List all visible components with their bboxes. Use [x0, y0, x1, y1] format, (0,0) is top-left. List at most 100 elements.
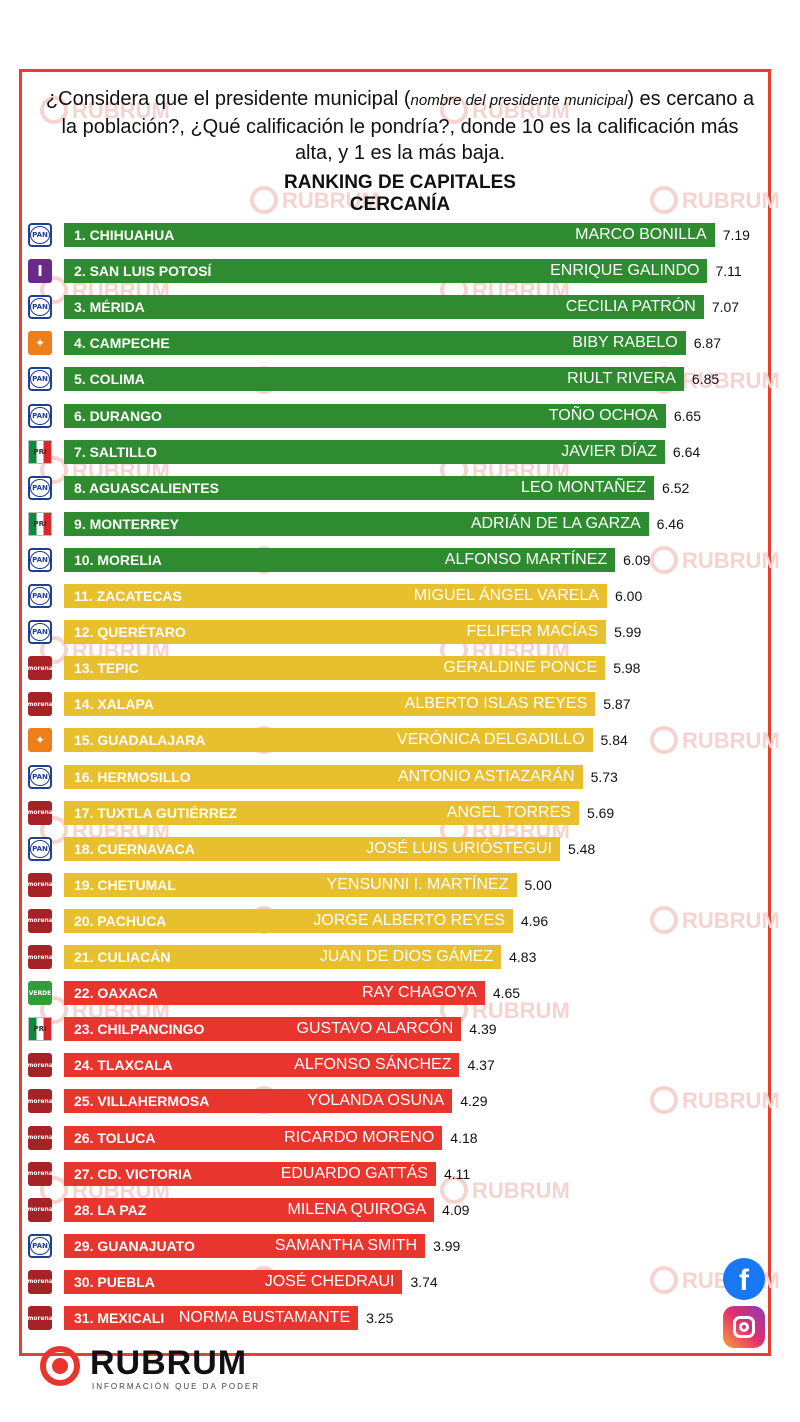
mayor-label: YOLANDA OSUNA	[307, 1092, 445, 1110]
question-text-2: ) es cercano a la población?, ¿Qué calif…	[61, 88, 755, 164]
bar-row: morena 13. TEPIC GERALDINE PONCE 5.98	[0, 652, 800, 684]
value-label: 3.25	[366, 1310, 394, 1326]
mayor-label: TOÑO OCHOA	[548, 406, 658, 424]
bar-row: PAN 16. HERMOSILLO ANTONIO ASTIAZARÁN 5.73	[0, 761, 800, 793]
brand-dot	[52, 1358, 68, 1374]
value-label: 4.09	[442, 1201, 470, 1218]
mayor-label: YENSUNNI I. MARTÍNEZ	[326, 875, 509, 893]
bar-row: PAN 6. DURANGO TOÑO OCHOA 6.65	[0, 400, 800, 432]
bar-row: PAN 10. MORELIA ALFONSO MARTÍNEZ 6.09	[0, 544, 800, 576]
city-label: 26. TOLUCA	[74, 1129, 156, 1146]
bar	[64, 981, 485, 1006]
value-label: 7.19	[722, 227, 750, 243]
party-logo-morena-icon: morena	[27, 1306, 53, 1330]
bar	[64, 439, 665, 464]
bar-row: PAN 5. COLIMA RIULT RIVERA 6.85	[0, 363, 800, 395]
pan-logo-text: PAN	[30, 839, 50, 858]
pan-logo-text: PAN	[30, 370, 50, 389]
bar-row: morena 19. CHETUMAL YENSUNNI I. MARTÍNEZ 5.…	[0, 869, 800, 901]
value-label: 4.96	[520, 912, 549, 929]
mayor-label: NORMA BUSTAMANTE	[178, 1309, 351, 1326]
value-label: 5.48	[567, 840, 596, 857]
city-label: 5. COLIMA	[74, 371, 145, 388]
brand-name: RUBRUM	[90, 1344, 248, 1382]
party-logo-mc-icon: ✦	[28, 331, 52, 356]
pan-logo-text: PAN	[30, 406, 50, 425]
chart-title: RANKING DE CAPITALES	[284, 172, 516, 193]
instagram-icon[interactable]	[723, 1306, 765, 1348]
question-italic: nombre del presidente municipal	[410, 92, 628, 109]
mayor-label: ALBERTO ISLAS REYES	[404, 695, 588, 713]
mayor-label: ADRIÁN DE LA GARZA	[470, 514, 641, 532]
bar-row: PAN 29. GUANAJUATO SAMANTHA SMITH 3.99	[0, 1230, 800, 1262]
city-label: 29. GUANAJUATO	[74, 1237, 195, 1254]
bar	[64, 692, 596, 717]
party-logo-verde-icon: VERDE	[28, 981, 52, 1006]
value-label: 3.74	[410, 1273, 438, 1290]
value-label: 6.65	[673, 407, 702, 424]
party-logo-pan-icon: PAN	[28, 295, 52, 320]
chart-subtitle: CERCANÍA	[349, 194, 451, 215]
bar	[64, 620, 607, 645]
value-label: 5.87	[603, 696, 631, 713]
bar	[64, 836, 560, 861]
party-logo-morena-icon: morena	[27, 1269, 53, 1294]
city-label: 25. VILLAHERMOSA	[74, 1093, 210, 1110]
city-label: 15. GUADALAJARA	[74, 732, 206, 749]
value-label: 4.37	[467, 1057, 495, 1074]
city-label: 11. ZACATECAS	[74, 588, 182, 604]
city-label: 24. TLAXCALA	[74, 1057, 173, 1074]
bar-row: morena 27. CD. VICTORIA EDUARDO GATTÁS 4.11	[0, 1158, 800, 1190]
bar-row: PAN 3. MÉRIDA CECILIA PATRÓN 7.07	[0, 291, 800, 323]
bar-row: PAN 11. ZACATECAS MIGUEL ÁNGEL VARELA 6.00	[0, 580, 800, 612]
bar	[64, 1197, 435, 1222]
value-label: 4.29	[460, 1093, 488, 1110]
bar	[64, 584, 607, 608]
instagram-lens	[739, 1322, 749, 1332]
bar	[64, 800, 579, 825]
city-label: 16. HERMOSILLO	[74, 768, 191, 785]
city-label: 10. MORELIA	[74, 551, 162, 568]
bar	[64, 1161, 436, 1186]
party-logo-morena-icon: morena	[27, 1161, 53, 1186]
bar	[64, 1125, 443, 1150]
facebook-icon[interactable]: f	[723, 1258, 765, 1300]
city-label: 13. TEPIC	[74, 660, 139, 677]
value-label: 3.99	[433, 1237, 461, 1254]
city-label: 1. CHIHUAHUA	[74, 227, 175, 243]
mayor-label: GERALDINE PONCE	[443, 659, 598, 677]
party-logo-pri-icon: PRI	[28, 439, 52, 464]
mayor-label: JORGE ALBERTO REYES	[313, 911, 505, 929]
bar	[64, 1089, 453, 1114]
chart-title-block: RANKING DE CAPITALES CERCANÍA	[200, 172, 600, 216]
value-label: 4.83	[509, 949, 537, 965]
mayor-label: JUAN DE DIOS GÁMEZ	[319, 948, 494, 965]
bar	[64, 223, 715, 247]
party-logo-pan-icon: PAN	[28, 403, 52, 428]
party-logo-pan-icon: PAN	[28, 223, 52, 247]
bar	[64, 403, 666, 428]
city-label: 19. CHETUMAL	[74, 876, 176, 893]
mayor-label: RICARDO MORENO	[284, 1128, 435, 1146]
mayor-label: GUSTAVO ALARCÓN	[296, 1020, 454, 1038]
city-label: 3. MÉRIDA	[74, 299, 145, 316]
bar	[64, 331, 686, 356]
party-logo-mc-icon: ✦	[28, 728, 52, 753]
brand-tagline: INFORMACIÓN QUE DA PODER	[92, 1382, 261, 1391]
city-label: 7. SALTILLO	[74, 443, 157, 460]
bar-row: morena 30. PUEBLA JOSÉ CHEDRAUI 3.74	[0, 1266, 800, 1298]
pan-logo-text: PAN	[30, 550, 50, 569]
party-logo-pan-icon: PAN	[28, 620, 52, 645]
city-label: 14. XALAPA	[74, 696, 154, 713]
city-label: 6. DURANGO	[74, 407, 162, 424]
mayor-label: CECILIA PATRÓN	[565, 298, 696, 316]
bar	[64, 908, 513, 933]
bar	[64, 728, 593, 753]
bar	[64, 1053, 460, 1078]
chart-frame	[19, 69, 771, 1356]
pan-logo-text: PAN	[30, 478, 50, 497]
bar-row: morena 28. LA PAZ MILENA QUIROGA 4.09	[0, 1194, 800, 1226]
bar-row: I 2. SAN LUIS POTOSÍ ENRIQUE GALINDO 7.11	[0, 255, 800, 287]
bar	[64, 656, 606, 681]
party-logo-pri-icon: PRI	[28, 511, 52, 536]
